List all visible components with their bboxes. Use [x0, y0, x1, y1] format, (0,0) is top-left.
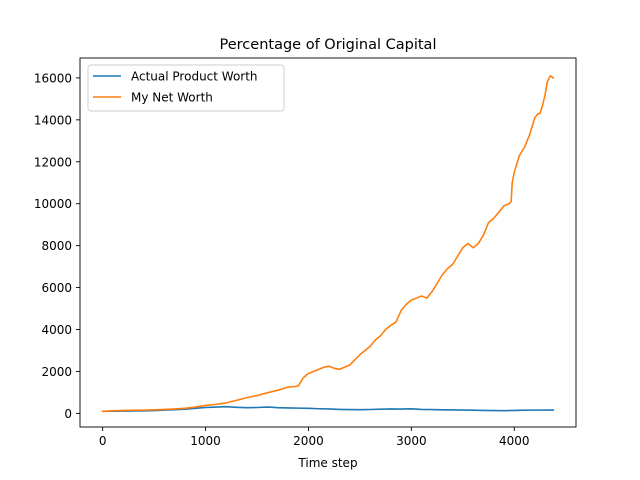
y-tick-label-8: 16000 [34, 71, 72, 85]
x-tick-label-0: 0 [99, 434, 107, 448]
series-line-1 [101, 75, 555, 413]
y-tick-label-2: 4000 [41, 323, 72, 337]
x-axis-label: Time step [297, 456, 357, 470]
x-tick-label-2: 2000 [293, 434, 324, 448]
legend-box [87, 64, 285, 112]
y-tick-label-3: 6000 [41, 281, 72, 295]
legend-label-1: My Net Worth [131, 91, 213, 105]
y-tick-label-5: 10000 [34, 197, 72, 211]
y-tick-label-1: 2000 [41, 365, 72, 379]
legend: Actual Product Worth My Net Worth [87, 64, 285, 112]
x-tick-label-4: 4000 [499, 434, 530, 448]
legend-label-0: Actual Product Worth [131, 70, 258, 84]
plot-area: 0 1000 2000 3000 4000 0 2000 4000 6000 8000 10000 1… [34, 57, 577, 448]
y-tick-label-6: 12000 [34, 155, 72, 169]
x-tick-label-3: 3000 [396, 434, 427, 448]
plot-frame [79, 57, 577, 428]
y-tick-label-0: 0 [64, 407, 72, 421]
x-tick-label-1: 1000 [190, 434, 221, 448]
y-tick-label-4: 8000 [41, 239, 72, 253]
y-tick-label-7: 14000 [34, 113, 72, 127]
chart-title: Percentage of Original Capital [220, 37, 437, 53]
